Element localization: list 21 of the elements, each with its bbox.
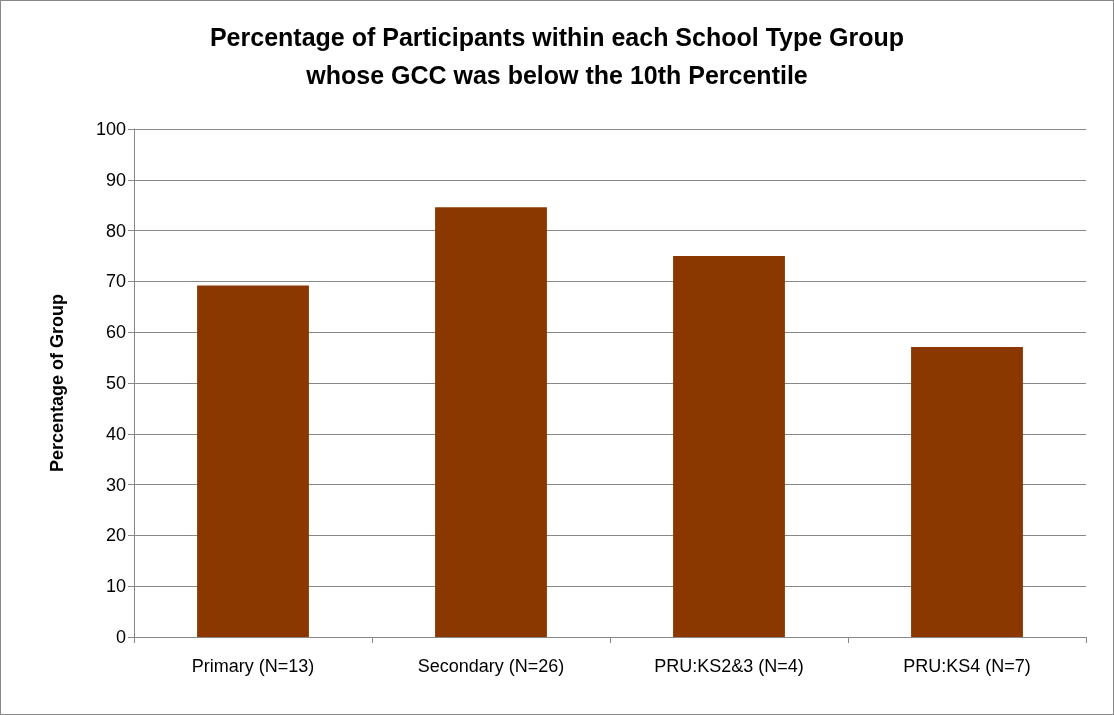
y-tick-label: 20 — [105, 525, 126, 546]
x-tick-label: Primary (N=13) — [191, 656, 315, 676]
y-axis-title: Percentage of Group — [47, 293, 67, 473]
chart-title: Percentage of Participants within each School Type Group whose GCC was below the 10th Percentile — [209, 23, 905, 89]
bar — [911, 346, 1023, 637]
x-tick-label: PRU:KS2&3 (N=4) — [654, 656, 804, 676]
bar — [197, 285, 309, 637]
y-tick-label: 0 — [115, 627, 126, 647]
x-tick-label: PRU:KS4 (N=7) — [903, 656, 1031, 676]
y-tick-label: 90 — [105, 169, 126, 190]
y-tick-label: 40 — [105, 423, 126, 444]
y-tick-label: 30 — [105, 474, 126, 495]
bar — [435, 207, 547, 637]
y-tick-label: 50 — [105, 373, 126, 393]
y-tick-label: 10 — [105, 576, 126, 597]
y-tick-label: 100 — [95, 119, 126, 139]
y-tick-label: 70 — [105, 271, 126, 292]
x-tick-label: Secondary (N=26) — [417, 656, 565, 676]
bar — [673, 256, 785, 637]
y-tick-label: 60 — [105, 322, 126, 343]
y-tick-label: 80 — [105, 220, 126, 241]
